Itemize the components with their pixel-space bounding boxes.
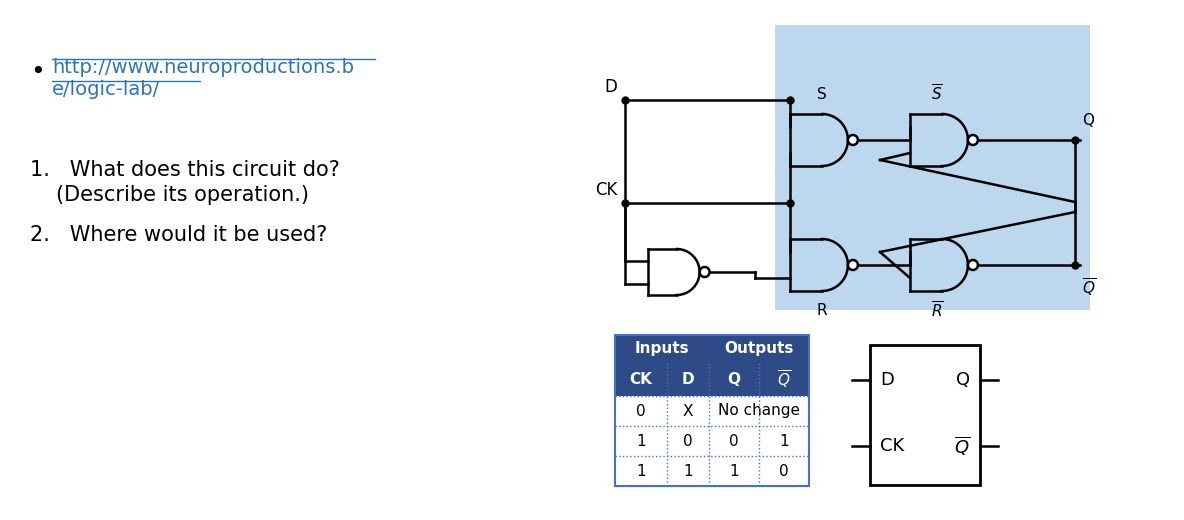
Text: 0: 0 — [636, 404, 645, 419]
Circle shape — [848, 260, 858, 270]
Bar — [667, 363, 709, 396]
Bar — [614, 426, 809, 456]
Text: 1: 1 — [779, 434, 789, 448]
Bar — [709, 363, 759, 396]
Text: 2.   Where would it be used?: 2. Where would it be used? — [30, 225, 327, 245]
Text: 0: 0 — [683, 434, 693, 448]
Text: 1: 1 — [636, 463, 645, 478]
Text: $\overline{S}$: $\overline{S}$ — [931, 84, 942, 104]
Bar — [614, 396, 809, 426]
Text: D: D — [880, 371, 894, 389]
Bar — [614, 335, 709, 363]
Text: S: S — [817, 87, 826, 102]
Text: Q: Q — [727, 372, 740, 387]
Text: •: • — [30, 60, 45, 84]
Circle shape — [967, 260, 978, 270]
Text: D: D — [604, 78, 617, 96]
Text: $\overline{Q}$: $\overline{Q}$ — [954, 434, 970, 457]
Text: D: D — [682, 372, 694, 387]
Text: Outputs: Outputs — [725, 342, 793, 357]
Bar — [776, 25, 1090, 310]
Bar — [614, 335, 809, 486]
Text: Q: Q — [1082, 113, 1094, 128]
Text: CK: CK — [630, 372, 652, 387]
Text: Inputs: Inputs — [635, 342, 689, 357]
Circle shape — [700, 267, 709, 277]
Text: 1: 1 — [636, 434, 645, 448]
Circle shape — [848, 135, 858, 145]
Text: 1: 1 — [683, 463, 693, 478]
Text: (Describe its operation.): (Describe its operation.) — [56, 185, 309, 205]
Bar — [870, 345, 980, 485]
Text: X: X — [683, 404, 694, 419]
Text: Q: Q — [955, 371, 970, 389]
Bar — [709, 335, 809, 363]
Circle shape — [967, 135, 978, 145]
Text: 0: 0 — [729, 434, 739, 448]
Text: R: R — [817, 303, 828, 318]
Text: $\overline{Q}$: $\overline{Q}$ — [1082, 277, 1096, 299]
Text: 1: 1 — [729, 463, 739, 478]
Text: No change: No change — [718, 404, 800, 419]
Text: 1.   What does this circuit do?: 1. What does this circuit do? — [30, 160, 340, 180]
Text: CK: CK — [880, 437, 905, 455]
Text: 0: 0 — [779, 463, 789, 478]
Text: http://www.neuroproductions.b: http://www.neuroproductions.b — [52, 58, 354, 77]
Text: CK: CK — [594, 181, 617, 199]
Text: $\overline{Q}$: $\overline{Q}$ — [777, 369, 791, 391]
Bar — [614, 363, 667, 396]
Text: $\overline{R}$: $\overline{R}$ — [931, 301, 944, 321]
Text: e/logic-lab/: e/logic-lab/ — [52, 80, 160, 99]
Bar — [614, 456, 809, 486]
Bar — [759, 363, 809, 396]
